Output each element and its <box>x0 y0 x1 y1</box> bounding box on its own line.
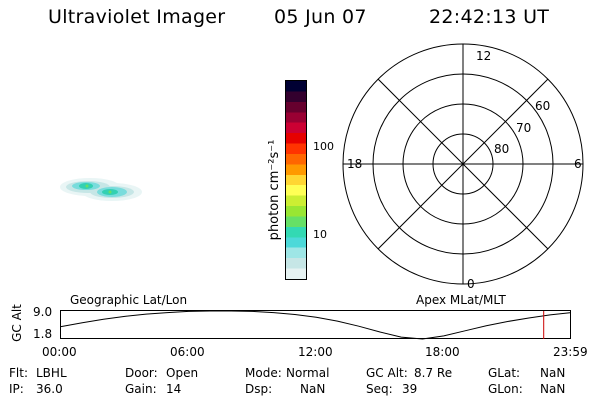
info-dsp-value: NaN <box>300 382 326 396</box>
mlt-label-18: 18 <box>347 157 362 171</box>
mlt-label-6: 6 <box>574 157 582 171</box>
lat-label-70: 70 <box>516 121 531 135</box>
timeline-panel: Geographic Lat/Lon Apex MLat/MLT GC Alt … <box>0 290 600 360</box>
time-label: 22:42:13 UT <box>429 6 550 28</box>
timeline-left-title: Geographic Lat/Lon <box>70 293 188 307</box>
info-glon-label: GLon: <box>488 382 523 396</box>
info-row-1: Flt: LBHL Door: Open Mode: Normal GC Alt… <box>0 366 600 382</box>
info-panel: Flt: LBHL Door: Open Mode: Normal GC Alt… <box>0 360 600 400</box>
info-glat-value: NaN <box>540 366 566 380</box>
timeline-ytick-min: 1.8 <box>33 327 53 341</box>
colorbar-tick-10: 10 <box>313 228 327 241</box>
info-gcalt-value: 8.7 Re <box>414 366 453 380</box>
polar-diagonal-2 <box>377 78 549 250</box>
timeline-xtick-2: 12:00 <box>298 345 333 359</box>
polar-plot: 12 18 6 0 60 70 80 <box>342 43 584 290</box>
info-mode-value: Normal <box>286 366 330 380</box>
info-ip-label: IP: <box>9 382 24 396</box>
info-gcalt-label: GC Alt: <box>366 366 408 380</box>
info-door-label: Door: <box>125 366 158 380</box>
colorbar <box>285 80 307 280</box>
info-mode-label: Mode: <box>245 366 282 380</box>
info-flt-value: LBHL <box>36 366 67 380</box>
lat-label-60: 60 <box>535 99 550 113</box>
lat-label-80: 80 <box>494 142 509 156</box>
colorbar-ticks: 100 10 <box>307 80 337 280</box>
colorbar-tick-100: 100 <box>313 140 334 153</box>
info-glon-value: NaN <box>540 382 566 396</box>
altitude-line <box>60 310 572 340</box>
mlt-label-0: 0 <box>467 277 475 290</box>
info-seq-value: 39 <box>402 382 418 396</box>
title-bar: Ultraviolet Imager 05 Jun 07 22:42:13 UT <box>0 0 600 40</box>
date-label: 05 Jun 07 <box>274 6 367 28</box>
timeline-plot <box>60 310 572 340</box>
mlt-label-12: 12 <box>476 49 491 63</box>
info-ip-value: 36.0 <box>36 382 63 396</box>
timeline-right-title: Apex MLat/MLT <box>416 293 506 307</box>
info-gain-value: 14 <box>166 382 182 396</box>
info-seq-label: Seq: <box>366 382 393 396</box>
timeline-xtick-1: 06:00 <box>170 345 205 359</box>
timeline-xtick-4: 23:59 <box>553 345 588 359</box>
info-gain-label: Gain: <box>125 382 157 396</box>
info-row-2: IP: 36.0 Gain: 14 Dsp: NaN Seq: 39 GLon:… <box>0 382 600 398</box>
timeline-ytick-max: 9.0 <box>33 305 53 319</box>
info-dsp-label: Dsp: <box>245 382 273 396</box>
auroral-image <box>60 178 142 201</box>
timeline-xtick-3: 18:00 <box>425 345 460 359</box>
info-flt-label: Flt: <box>9 366 28 380</box>
timeline-frame <box>60 310 571 339</box>
info-glat-label: GLat: <box>488 366 521 380</box>
timeline-xtick-0: 00:00 <box>42 345 77 359</box>
instrument-title: Ultraviolet Imager <box>48 6 226 28</box>
auroral-blob <box>60 178 142 201</box>
colorbar-unit-label: photon cm⁻²s⁻¹ <box>267 139 282 241</box>
timeline-y-label: GC Alt <box>9 304 24 342</box>
info-door-value: Open <box>166 366 199 380</box>
